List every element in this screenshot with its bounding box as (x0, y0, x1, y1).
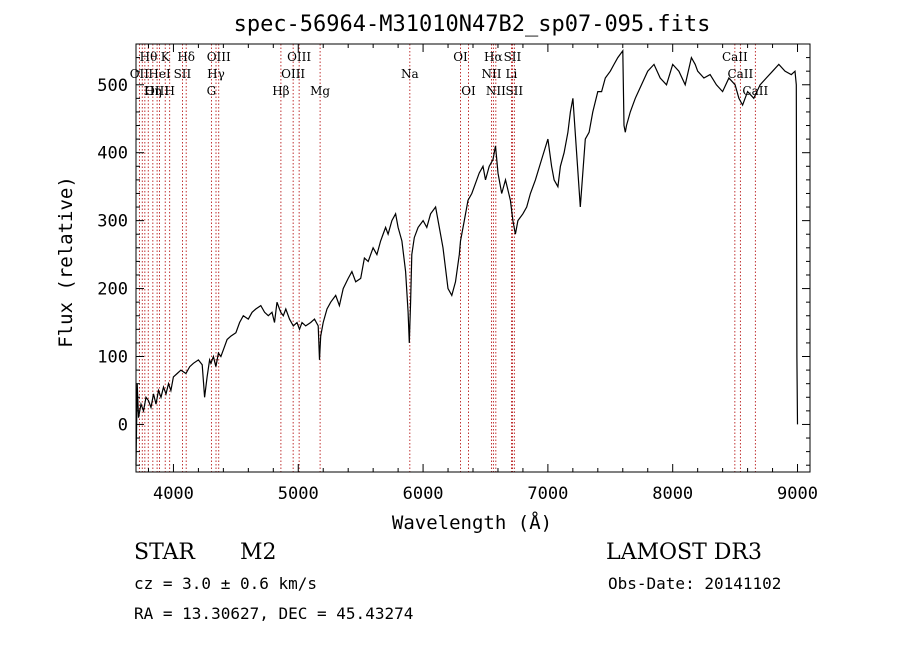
line-label: OIII (281, 67, 305, 81)
y-tick-label: 100 (97, 348, 128, 368)
object-subclass: M2 (240, 540, 277, 565)
x-tick-label: 9000 (777, 484, 818, 504)
axis-ticks: 4000 5000 6000 7000 8000 9000 0 100 200 300 400 500 (97, 43, 818, 504)
line-label: Mg (310, 84, 330, 98)
y-tick-label: 400 (97, 144, 128, 164)
survey-name: LAMOST DR3 (606, 540, 762, 565)
line-label: OI (461, 84, 476, 98)
x-tick-label: 6000 (403, 484, 444, 504)
ra-dec-text: RA = 13.30627, DEC = 45.43274 (134, 604, 414, 623)
line-label: Hγ (207, 67, 225, 81)
line-label: SII (174, 67, 192, 81)
flux-series-line (135, 49, 799, 466)
line-label: CaII (742, 84, 768, 98)
x-tick-label: 5000 (278, 484, 319, 504)
object-class: STAR (134, 540, 195, 565)
line-label: OIII (145, 84, 169, 98)
line-label: Hθ (140, 50, 158, 64)
obs-date: Obs-Date: 20141102 (608, 574, 782, 593)
line-label: NII (481, 67, 501, 81)
x-tick-label: 8000 (652, 484, 693, 504)
y-tick-label: 500 (97, 76, 128, 96)
x-axis-label: Wavelength (Å) (392, 511, 552, 534)
line-label: K (161, 50, 171, 64)
y-tick-label: 300 (97, 212, 128, 232)
line-label: HeI (148, 67, 171, 81)
y-tick-label: 200 (97, 280, 128, 300)
line-label: NII (486, 84, 506, 98)
x-tick-label: 4000 (153, 484, 194, 504)
y-tick-label: 0 (118, 415, 128, 435)
line-label: OII (130, 67, 150, 81)
line-label: OI (453, 50, 468, 64)
plot-frame (135, 43, 811, 473)
line-label: Li (506, 67, 518, 81)
line-label: OIII (207, 50, 231, 64)
line-label: G (207, 84, 217, 98)
line-label: CaII (727, 67, 753, 81)
line-label: H (164, 84, 174, 98)
line-label: Na (401, 67, 419, 81)
spectral-line-markers: OIIOIIIHeIKHSIIHδGHγOIIIHβOIIIOIIIMgNaOI… (130, 44, 768, 472)
line-label: OIII (287, 50, 311, 64)
y-axis-label: Flux (relative) (55, 176, 77, 348)
line-label: Hη (144, 84, 162, 98)
line-label: Hδ (177, 50, 195, 64)
x-tick-label: 7000 (527, 484, 568, 504)
chart-title: spec-56964-M31010N47B2_sp07-095.fits (234, 12, 711, 37)
line-label: Hβ (272, 84, 289, 98)
line-label: CaII (722, 50, 748, 64)
line-label: Hα (484, 50, 503, 64)
redshift-text: cz = 3.0 ± 0.6 km/s (134, 574, 318, 593)
line-label: SII (504, 50, 522, 64)
line-label: SII (505, 84, 523, 98)
